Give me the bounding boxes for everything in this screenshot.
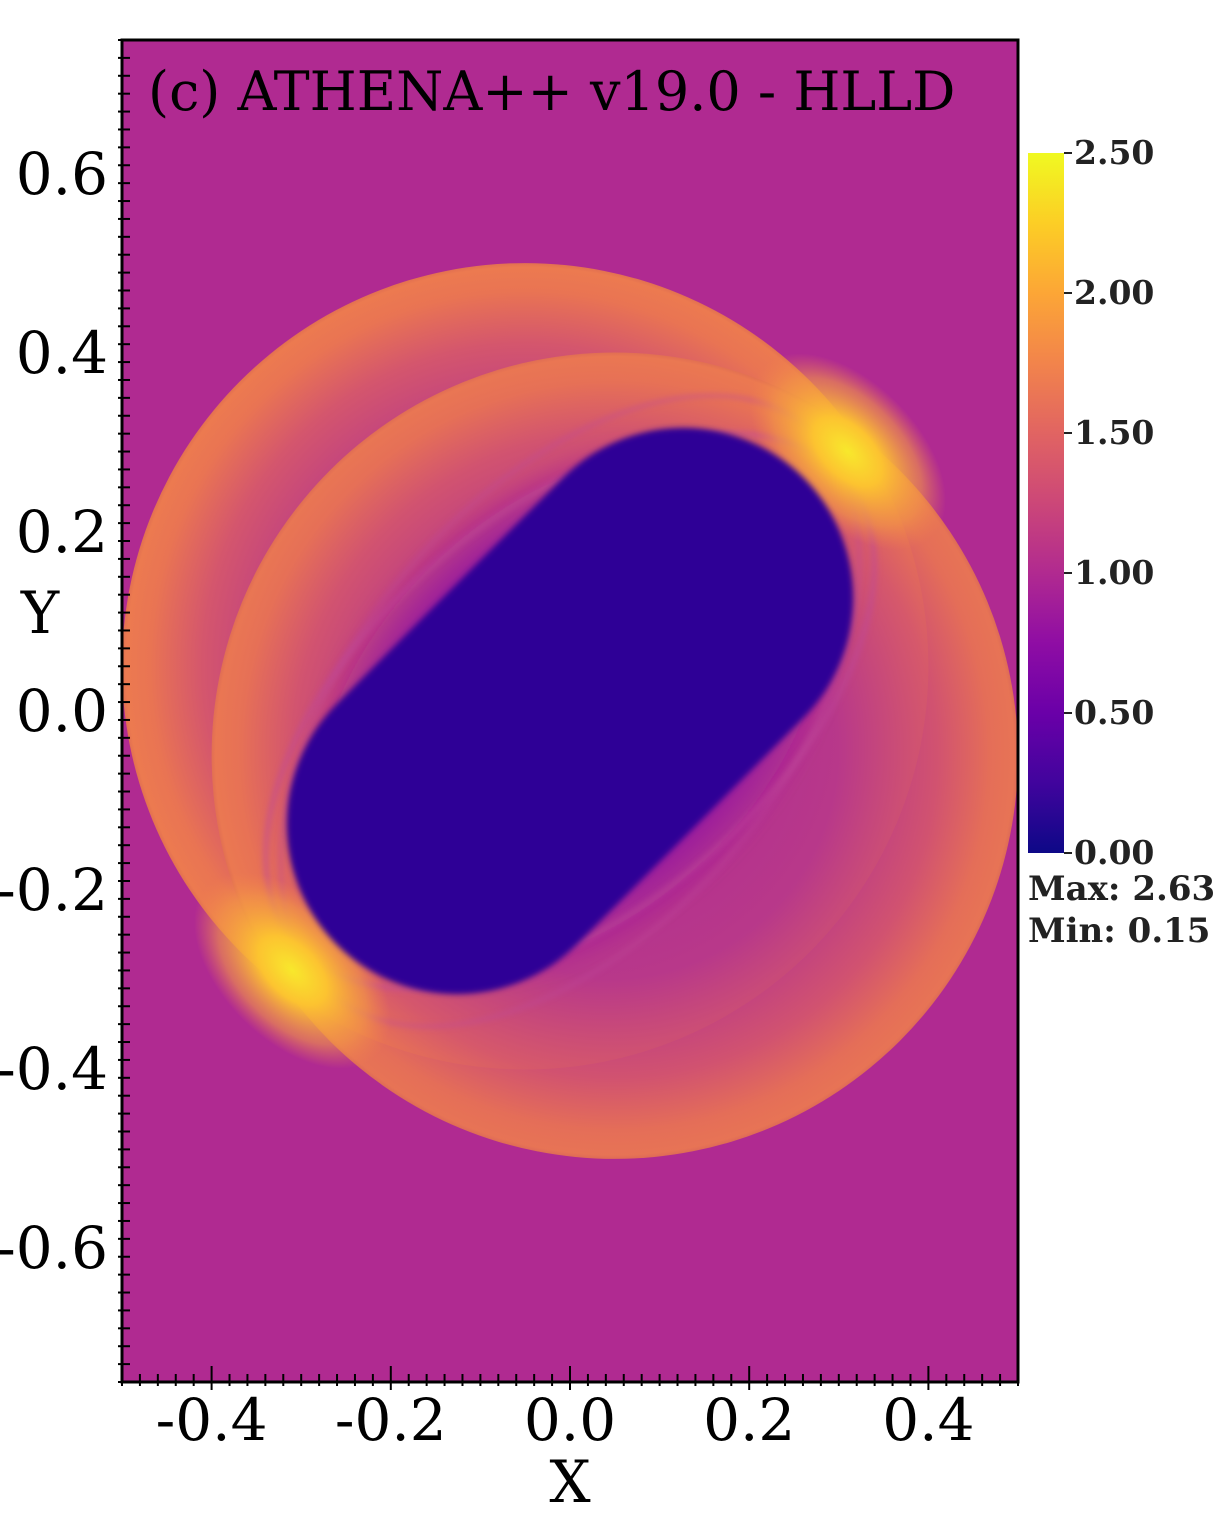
y-tick-label: 0.4 (16, 319, 108, 387)
colorbar-ticks: 2.50 2.00 1.50 1.00 0.50 0.00 (1064, 133, 1154, 872)
colorbar-tick-label: 0.50 (1074, 693, 1154, 732)
colorbar-tick-label: 1.00 (1074, 553, 1154, 592)
y-tick-labels: 0.6 0.4 0.2 0.0 -0.2 -0.4 -0.6 (0, 140, 108, 1282)
x-tick-label: 0.4 (882, 1386, 974, 1454)
x-tick-label: 0.2 (703, 1386, 795, 1454)
colorbar-tick-label: 2.50 (1074, 133, 1154, 172)
colorbar-tick-label: 0.00 (1074, 833, 1154, 872)
colorbar-tick-label: 2.00 (1074, 273, 1154, 312)
low-density-core (286, 427, 854, 995)
colorbar-tick-label: 1.50 (1074, 413, 1154, 452)
chart-title: (c) ATHENA++ v19.0 - HLLD (148, 60, 955, 123)
y-tick-label: 0.2 (16, 498, 108, 566)
max-value-label: Max: 2.63 (1028, 869, 1215, 909)
x-tick-labels: -0.4 -0.2 0.0 0.2 0.4 (156, 1386, 975, 1454)
colorbar (1028, 153, 1064, 853)
axis-ticks (118, 39, 1019, 1390)
y-tick-label: 0.6 (16, 140, 108, 208)
x-tick-label: -0.4 (156, 1386, 268, 1454)
y-tick-label: 0.0 (16, 677, 108, 745)
min-value-label: Min: 0.15 (1028, 911, 1210, 951)
x-tick-label: 0.0 (524, 1386, 616, 1454)
y-tick-label: -0.4 (0, 1035, 108, 1103)
heatmap-field (122, 263, 1018, 1159)
x-tick-label: -0.2 (335, 1386, 447, 1454)
y-axis-label: Y (20, 579, 60, 647)
y-tick-label: -0.6 (0, 1214, 108, 1282)
y-tick-label: -0.2 (0, 856, 108, 924)
x-axis-label: X (549, 1448, 591, 1516)
